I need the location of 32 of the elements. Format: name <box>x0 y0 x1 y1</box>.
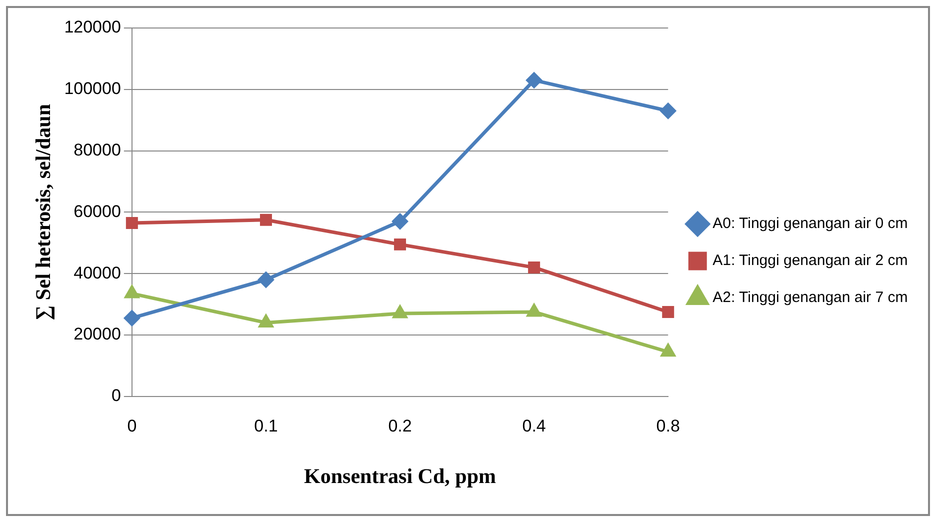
legend-label: A0: Tinggi genangan air 0 cm <box>712 215 908 232</box>
point <box>393 306 407 318</box>
legend-label: A1: Tinggi genangan air 2 cm <box>712 252 908 270</box>
y-tick-label: 0 <box>111 386 121 406</box>
point <box>259 314 273 328</box>
x-axis-title: Konsentrasi Cd, ppm <box>304 464 496 488</box>
y-tick-label: 100000 <box>64 79 121 98</box>
point <box>392 214 408 230</box>
x-tick-label: 0.1 <box>254 416 278 436</box>
y-tick-label: 120000 <box>64 18 121 37</box>
point <box>260 214 272 226</box>
y-tick-label: 20000 <box>74 324 121 344</box>
legend-label: A2: Tinggi genangan air 7 cm <box>712 289 908 306</box>
point <box>660 103 676 119</box>
y-axis-title: ∑ Sel heterosis, sel/daun <box>31 104 56 320</box>
point <box>526 72 542 88</box>
x-tick-label: 0.4 <box>522 416 546 436</box>
x-tick-label: 0 <box>127 416 137 436</box>
point <box>661 344 676 357</box>
y-tick-label: 60000 <box>74 202 121 221</box>
point <box>258 272 274 288</box>
point <box>126 216 138 229</box>
point <box>124 310 140 326</box>
y-tick-label: 40000 <box>74 263 121 282</box>
x-tick-label: 0.8 <box>656 416 680 436</box>
point <box>662 306 674 318</box>
point <box>527 304 542 317</box>
point <box>124 286 139 298</box>
x-tick-label: 0.2 <box>388 416 412 436</box>
point <box>528 261 540 274</box>
point <box>394 238 406 250</box>
y-tick-label: 80000 <box>74 140 121 160</box>
